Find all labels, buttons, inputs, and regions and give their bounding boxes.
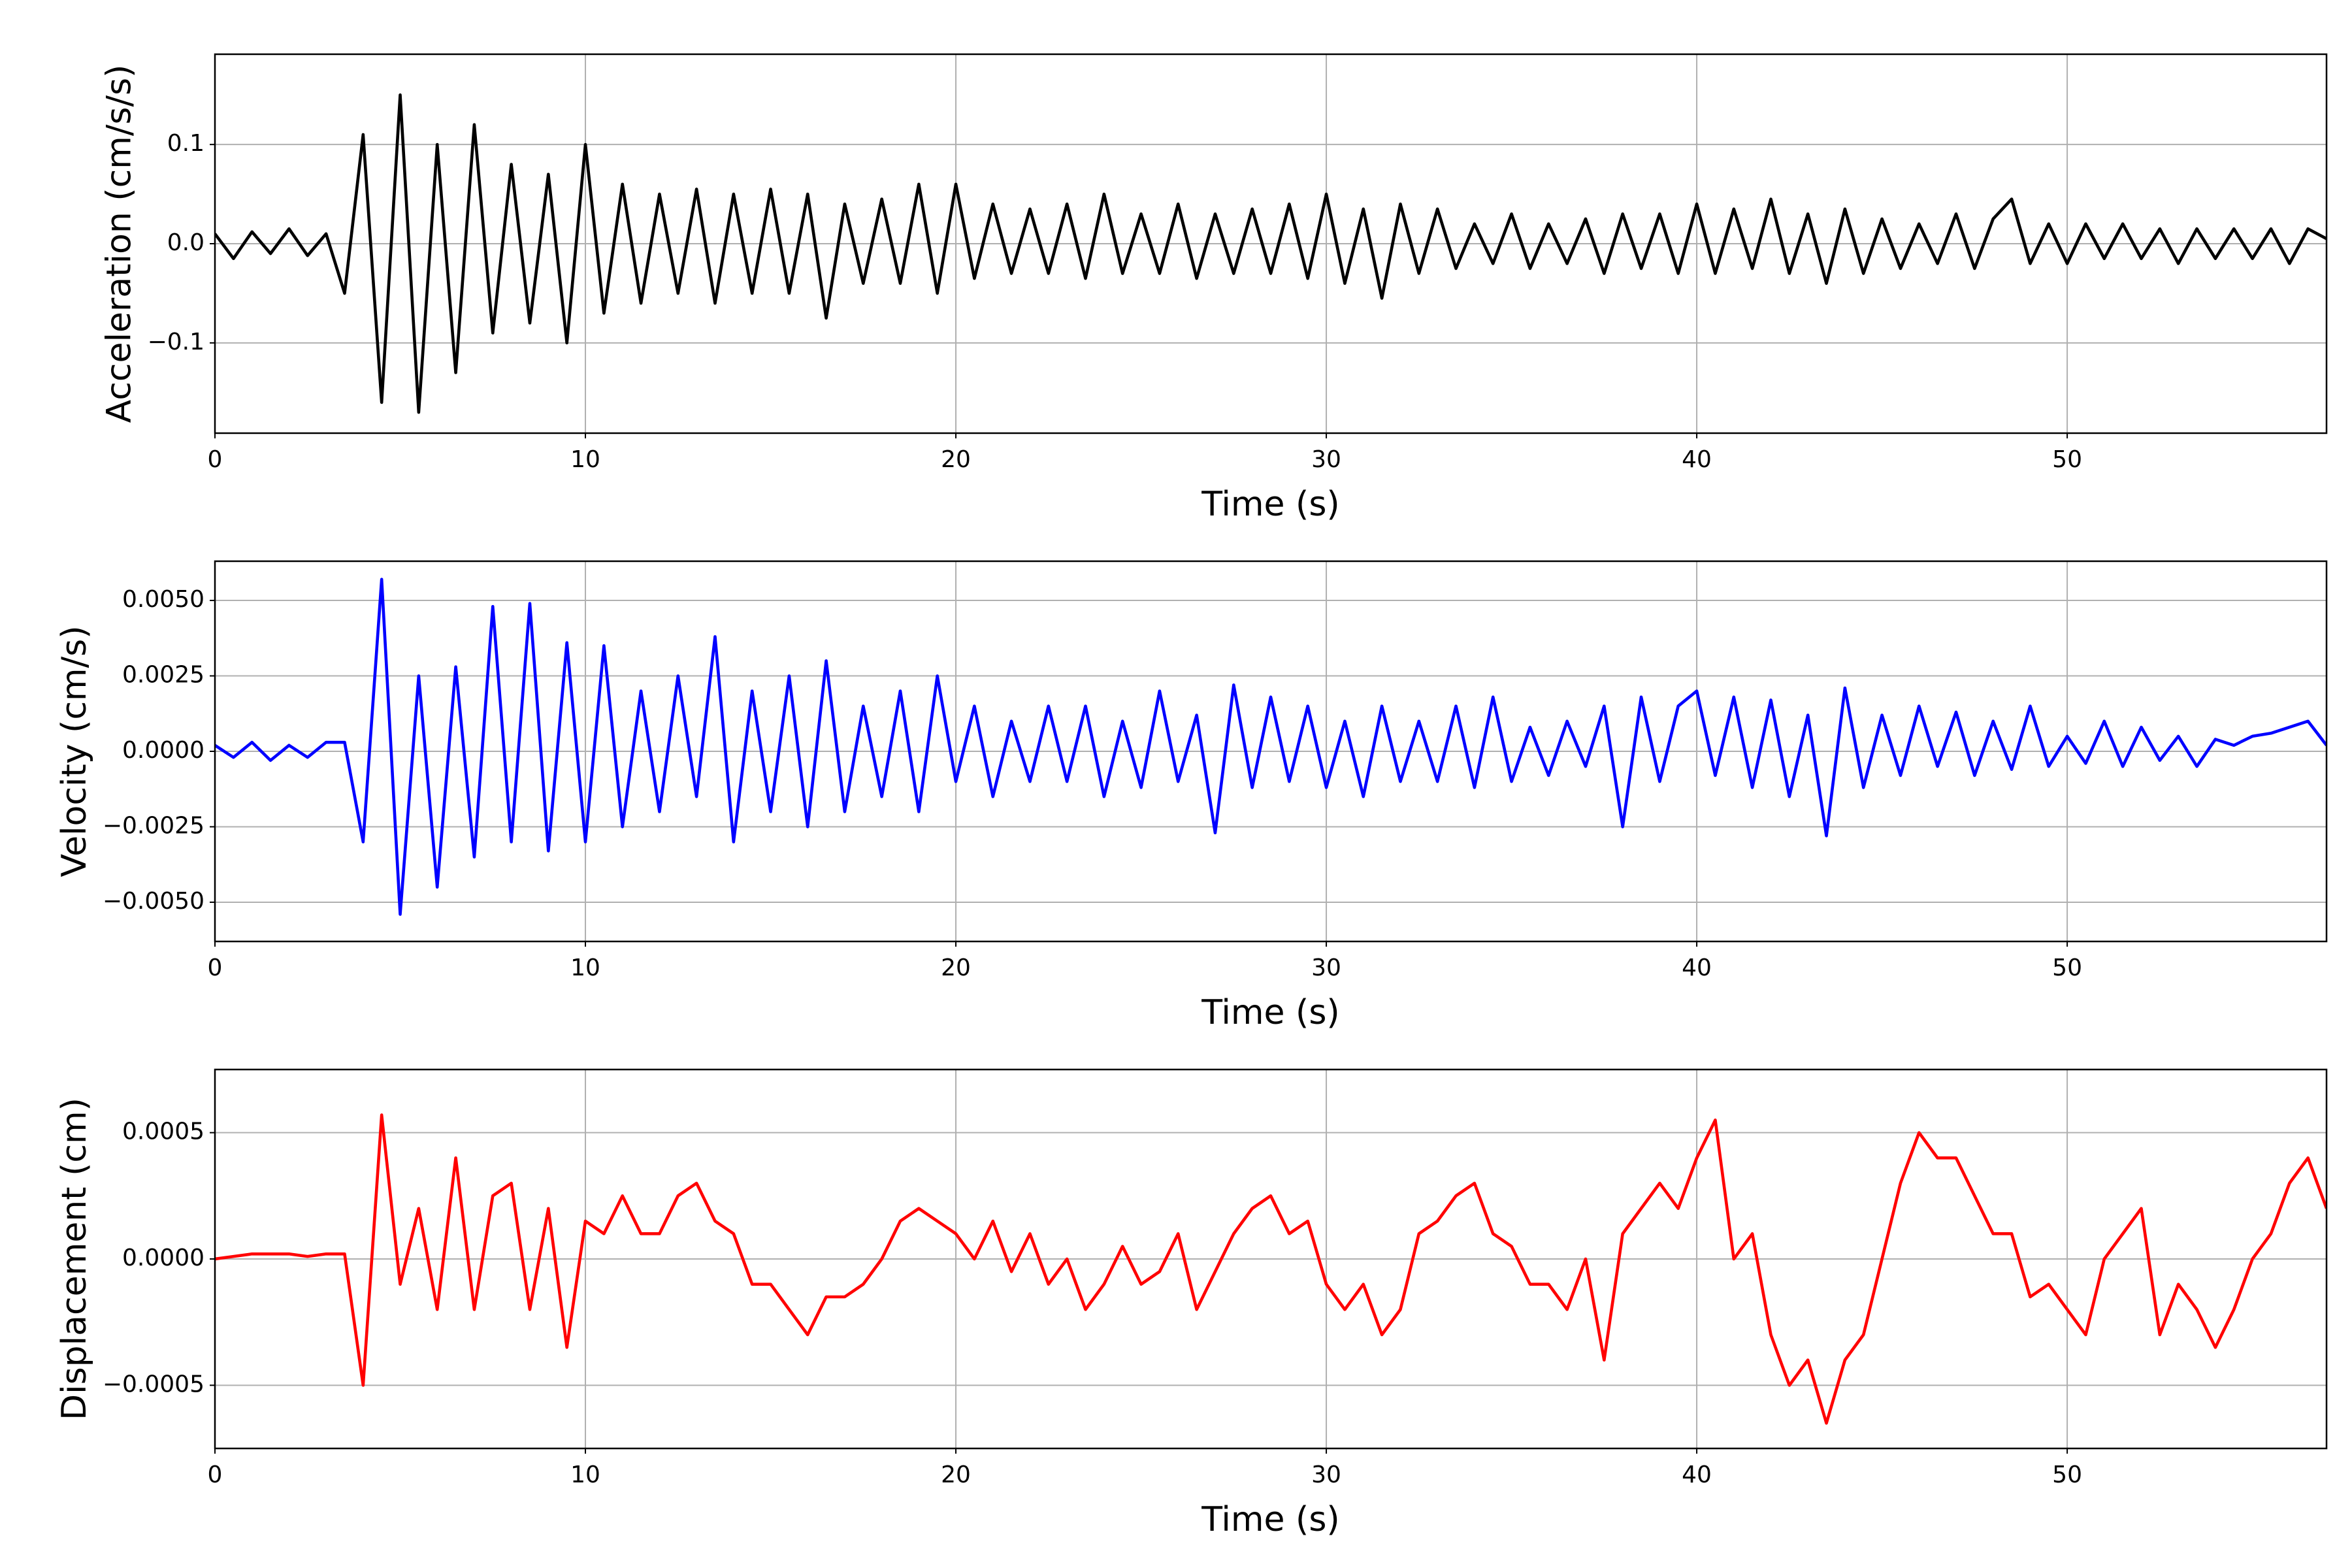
y-axis-label: Displacement (cm) [55, 1098, 94, 1420]
x-tick-label: 0 [208, 446, 223, 473]
y-tick-label: 0.0000 [122, 1245, 204, 1271]
x-tick-label: 10 [570, 446, 600, 473]
x-tick-label: 40 [1682, 955, 1712, 981]
x-tick-label: 10 [570, 1462, 600, 1488]
y-tick-label: 0.0005 [122, 1119, 204, 1145]
x-tick-label: 0 [208, 955, 223, 981]
x-axis-label: Time (s) [1201, 485, 1339, 524]
x-tick-label: 10 [570, 955, 600, 981]
y-tick-label: 0.0 [167, 229, 204, 256]
y-tick-label: 0.1 [167, 130, 204, 157]
x-tick-label: 40 [1682, 446, 1712, 473]
y-tick-label: −0.1 [148, 329, 204, 355]
y-tick-label: 0.0050 [122, 586, 204, 613]
y-tick-label: −0.0005 [103, 1371, 204, 1397]
y-axis-label: Velocity (cm/s) [55, 626, 94, 877]
y-tick-label: 0.0000 [122, 737, 204, 764]
axes-frame [214, 560, 2328, 943]
x-tick-label: 20 [941, 1462, 971, 1488]
x-tick-label: 40 [1682, 1462, 1712, 1488]
y-tick-label: 0.0025 [122, 662, 204, 689]
x-tick-label: 50 [2052, 446, 2082, 473]
y-axis-label: Acceleration (cm/s/s) [100, 65, 139, 423]
x-tick-label: 30 [1311, 955, 1341, 981]
x-tick-label: 50 [2052, 1462, 2082, 1488]
signal-line [215, 1113, 2327, 1425]
axes-frame [214, 53, 2328, 434]
x-tick-label: 30 [1311, 446, 1341, 473]
axes-frame [214, 1068, 2328, 1450]
x-tick-label: 30 [1311, 1462, 1341, 1488]
x-tick-label: 20 [941, 446, 971, 473]
y-tick-label: −0.0050 [103, 888, 204, 915]
signal-line [215, 578, 2327, 916]
x-tick-label: 0 [208, 1462, 223, 1488]
y-tick-label: −0.0025 [103, 812, 204, 839]
x-tick-label: 50 [2052, 955, 2082, 981]
x-axis-label: Time (s) [1201, 1500, 1339, 1539]
x-axis-label: Time (s) [1201, 993, 1339, 1032]
x-tick-label: 20 [941, 955, 971, 981]
signal-line [215, 93, 2327, 414]
